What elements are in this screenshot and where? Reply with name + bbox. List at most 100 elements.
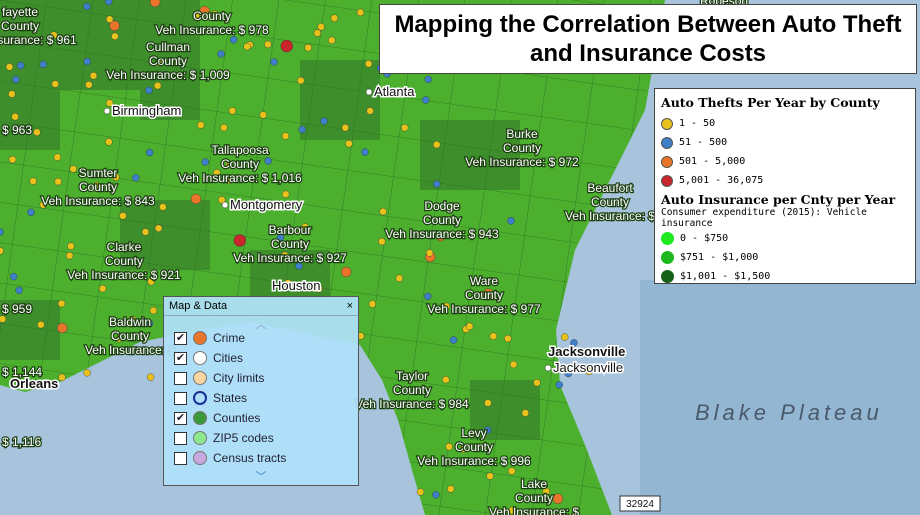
crime-dot	[364, 60, 373, 68]
crime-dot	[54, 177, 62, 186]
legend-swatch	[661, 117, 673, 130]
insurance-fragment: $ 1,116	[2, 435, 41, 449]
insurance-label: Veh Insurance: $ 972	[465, 155, 579, 169]
legend-row: 5,001 - 36,075	[661, 171, 909, 190]
crime-dot	[213, 169, 221, 177]
crime-dot	[295, 262, 303, 270]
layer-icon	[193, 371, 207, 385]
crime-dot	[233, 234, 247, 247]
crime-dot	[489, 332, 497, 340]
crime-dot	[27, 208, 35, 217]
legend-swatch	[661, 155, 673, 168]
insurance-label: Veh Insurance: $	[85, 343, 175, 357]
insurance-label: Veh Insurance: $	[565, 209, 655, 223]
county-kind: County	[221, 157, 259, 171]
crime-dot	[98, 284, 107, 293]
county-name: Tallapoosa	[211, 143, 269, 157]
layer-list: ✔ Crime ✔ Cities City limits States ✔ Counties Z…	[164, 328, 358, 468]
legend-label: $1,001 - $1,500	[680, 271, 771, 282]
crime-dot	[564, 369, 573, 378]
crime-dot	[39, 60, 47, 69]
layer-row[interactable]: States	[164, 388, 358, 408]
crime-dot	[8, 90, 16, 98]
crime-dot	[8, 155, 17, 164]
county-kind: County	[105, 254, 143, 268]
checkbox[interactable]	[174, 451, 187, 465]
scroll-down[interactable]: ﹀	[255, 471, 267, 483]
scroll-up[interactable]: ︿	[255, 319, 267, 331]
checkbox[interactable]: ✔	[174, 331, 187, 345]
layer-row[interactable]: ✔ Cities	[164, 348, 358, 368]
crime-dot	[570, 339, 578, 347]
crime-dot	[67, 242, 75, 250]
checkbox[interactable]: ✔	[174, 411, 187, 425]
layer-row[interactable]: ✔ Counties	[164, 408, 358, 428]
legend-row: 501 - 5,000	[661, 152, 909, 171]
crime-dot	[51, 80, 59, 88]
layer-name: Crime	[213, 331, 245, 345]
checkbox[interactable]	[174, 391, 187, 405]
county-kind: County	[423, 213, 461, 227]
crime-dot	[111, 32, 119, 41]
map-data-panel: Map & Data × ︿ ✔ Crime ✔ Cities City limits St…	[163, 296, 359, 486]
layer-row[interactable]: Census tracts	[164, 448, 358, 468]
crime-dot	[425, 249, 434, 257]
checkbox[interactable]	[174, 431, 187, 445]
crime-dot	[11, 113, 19, 121]
crime-dot	[218, 196, 226, 204]
legend-swatch	[661, 174, 673, 187]
crime-dot	[115, 334, 124, 343]
crime-dot	[104, 0, 113, 6]
layer-icon	[193, 451, 207, 465]
crime-dot	[53, 153, 62, 161]
water-label: Blake Plateau	[695, 400, 883, 425]
crime-dot	[5, 63, 14, 71]
crime-dot	[478, 231, 486, 239]
county-kind: County	[455, 440, 493, 454]
crime-dot	[486, 472, 494, 480]
layer-row[interactable]: ✔ Crime	[164, 328, 358, 348]
county-name: Clarke	[107, 240, 142, 254]
layer-row[interactable]: ZIP5 codes	[164, 428, 358, 448]
close-button[interactable]: ×	[346, 300, 353, 312]
crime-dot	[416, 488, 425, 496]
crime-dot	[65, 251, 74, 260]
crime-dot	[442, 302, 451, 311]
county-name: fayette	[2, 5, 38, 19]
crime-dot	[508, 506, 516, 515]
county-name: Barbour	[269, 223, 312, 237]
checkbox[interactable]: ✔	[174, 351, 187, 365]
legend-label: 51 - 500	[679, 137, 728, 148]
crime-dot	[511, 457, 520, 466]
crime-dot	[433, 140, 441, 149]
legend-row: $1,001 - $1,500	[661, 267, 909, 286]
crime-dot	[119, 212, 127, 220]
legend-subtitle: Consumer expenditure (2015): Vehicle ins…	[661, 207, 867, 229]
insurance-label: Veh Insurance: $ 977	[427, 302, 541, 316]
insurance-fragment: $ 963	[2, 123, 32, 137]
county-kind: County	[79, 180, 117, 194]
layer-row[interactable]: City limits	[164, 368, 358, 388]
crime-dot	[128, 315, 137, 324]
checkbox[interactable]	[174, 371, 187, 385]
crime-dot	[132, 174, 140, 182]
panel-header: Map & Data ×	[164, 297, 358, 316]
title-line: and Insurance Costs	[529, 40, 767, 67]
crime-dot	[155, 59, 164, 67]
crime-dot	[141, 228, 150, 236]
county-kind: County	[503, 141, 541, 155]
legend-swatch	[661, 251, 674, 264]
crime-dot	[304, 43, 312, 52]
insurance-label: Veh Insurance: $ 1,009	[106, 68, 230, 82]
layer-name: Census tracts	[213, 451, 287, 465]
city-label: Houston	[272, 278, 320, 293]
crime-dot	[483, 426, 492, 434]
city-marker	[221, 201, 229, 209]
crime-dot	[105, 99, 114, 107]
layer-name: States	[213, 391, 248, 405]
crime-dot	[432, 491, 440, 499]
crime-dot	[58, 373, 66, 382]
crime-dot	[264, 157, 272, 165]
county-kind: County	[111, 329, 149, 343]
